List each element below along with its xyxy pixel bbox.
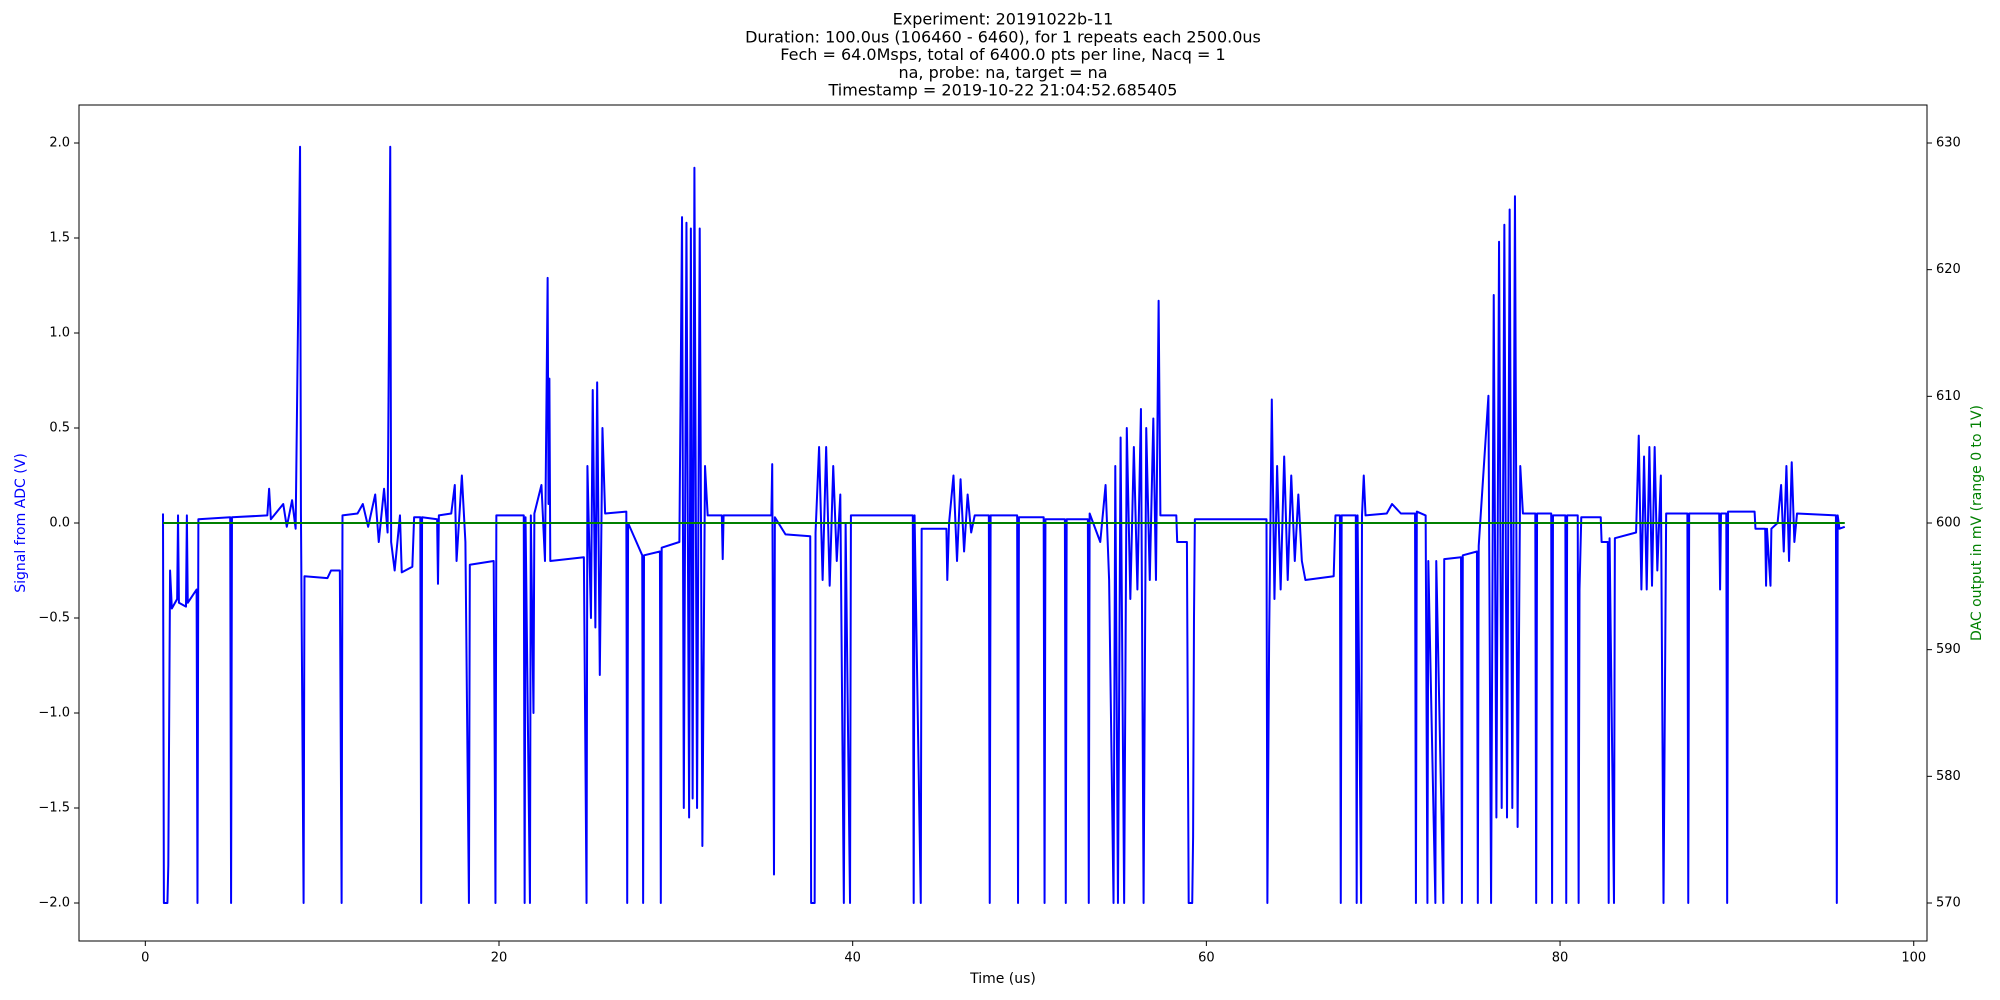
y2-tick-label: 590 — [1936, 642, 1961, 657]
y-tick-label: 1.0 — [49, 326, 70, 341]
x-tick-label: 100 — [1901, 951, 1926, 966]
y2-tick-label: 570 — [1936, 896, 1961, 911]
x-axis-label: Time (us) — [969, 971, 1036, 987]
y-tick-label: 0.0 — [49, 516, 70, 531]
y-tick-label: −1.5 — [38, 801, 70, 816]
plot-area — [162, 145, 1846, 904]
title-line: Timestamp = 2019-10-22 21:04:52.685405 — [828, 81, 1178, 100]
title-line: na, probe: na, target = na — [898, 63, 1107, 82]
x-tick-label: 60 — [1198, 951, 1215, 966]
x-tick-label: 20 — [491, 951, 508, 966]
x-tick-label: 0 — [141, 951, 149, 966]
y-tick-label: 1.5 — [49, 231, 70, 246]
y-tick-label: −2.0 — [38, 896, 70, 911]
series-line — [162, 145, 1846, 904]
x-tick-label: 80 — [1552, 951, 1569, 966]
y-tick-label: 0.5 — [49, 421, 70, 436]
y2-tick-label: 630 — [1936, 136, 1961, 151]
y2-axis-label: DAC output in mV (range 0 to 1V) — [1969, 405, 1985, 641]
y-tick-label: 2.0 — [49, 136, 70, 151]
y-tick-label: −1.0 — [38, 706, 70, 721]
y2-tick-label: 620 — [1936, 262, 1961, 277]
y2-tick-label: 610 — [1936, 389, 1961, 404]
y-tick-label: −0.5 — [38, 611, 70, 626]
title-line: Experiment: 20191022b-11 — [893, 10, 1114, 29]
title-line: Fech = 64.0Msps, total of 6400.0 pts per… — [780, 45, 1225, 64]
y2-tick-label: 580 — [1936, 769, 1961, 784]
y-axis-label: Signal from ADC (V) — [13, 453, 29, 593]
x-tick-label: 40 — [844, 951, 861, 966]
title-line: Duration: 100.0us (106460 - 6460), for 1… — [745, 27, 1261, 46]
y2-tick-label: 600 — [1936, 516, 1961, 531]
